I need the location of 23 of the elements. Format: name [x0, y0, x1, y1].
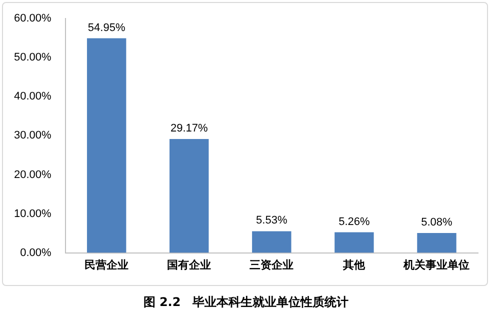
bar — [417, 232, 456, 253]
x-tick-label: 民营企业 — [84, 258, 129, 272]
y-tick-label: 30.00% — [14, 130, 52, 142]
y-tick-label: 20.00% — [14, 168, 52, 181]
data-label: 29.17% — [170, 122, 208, 134]
y-tick-label: 0.00% — [20, 246, 52, 259]
y-tick-label: 50.00% — [14, 52, 52, 64]
bar — [334, 232, 374, 253]
data-label: 5.08% — [421, 216, 453, 228]
x-tick-label: 其他 — [342, 258, 366, 272]
x-tick-label: 三资企业 — [250, 258, 294, 272]
data-label: 54.95% — [88, 22, 126, 34]
bar — [170, 138, 209, 253]
x-tick-label: 机关事业单位 — [402, 258, 470, 272]
data-label: 5.26% — [338, 216, 370, 228]
data-label: 5.53% — [256, 214, 288, 227]
bar — [252, 231, 292, 253]
y-tick-label: 40.00% — [14, 90, 52, 103]
y-tick-label: 10.00% — [14, 208, 52, 220]
bar — [86, 38, 126, 253]
y-tick-label: 60.00% — [14, 12, 52, 25]
text: 图 2.2 毕业本科生就业单位性质统计 — [142, 294, 350, 311]
x-tick-label: 国有企业 — [167, 258, 212, 272]
